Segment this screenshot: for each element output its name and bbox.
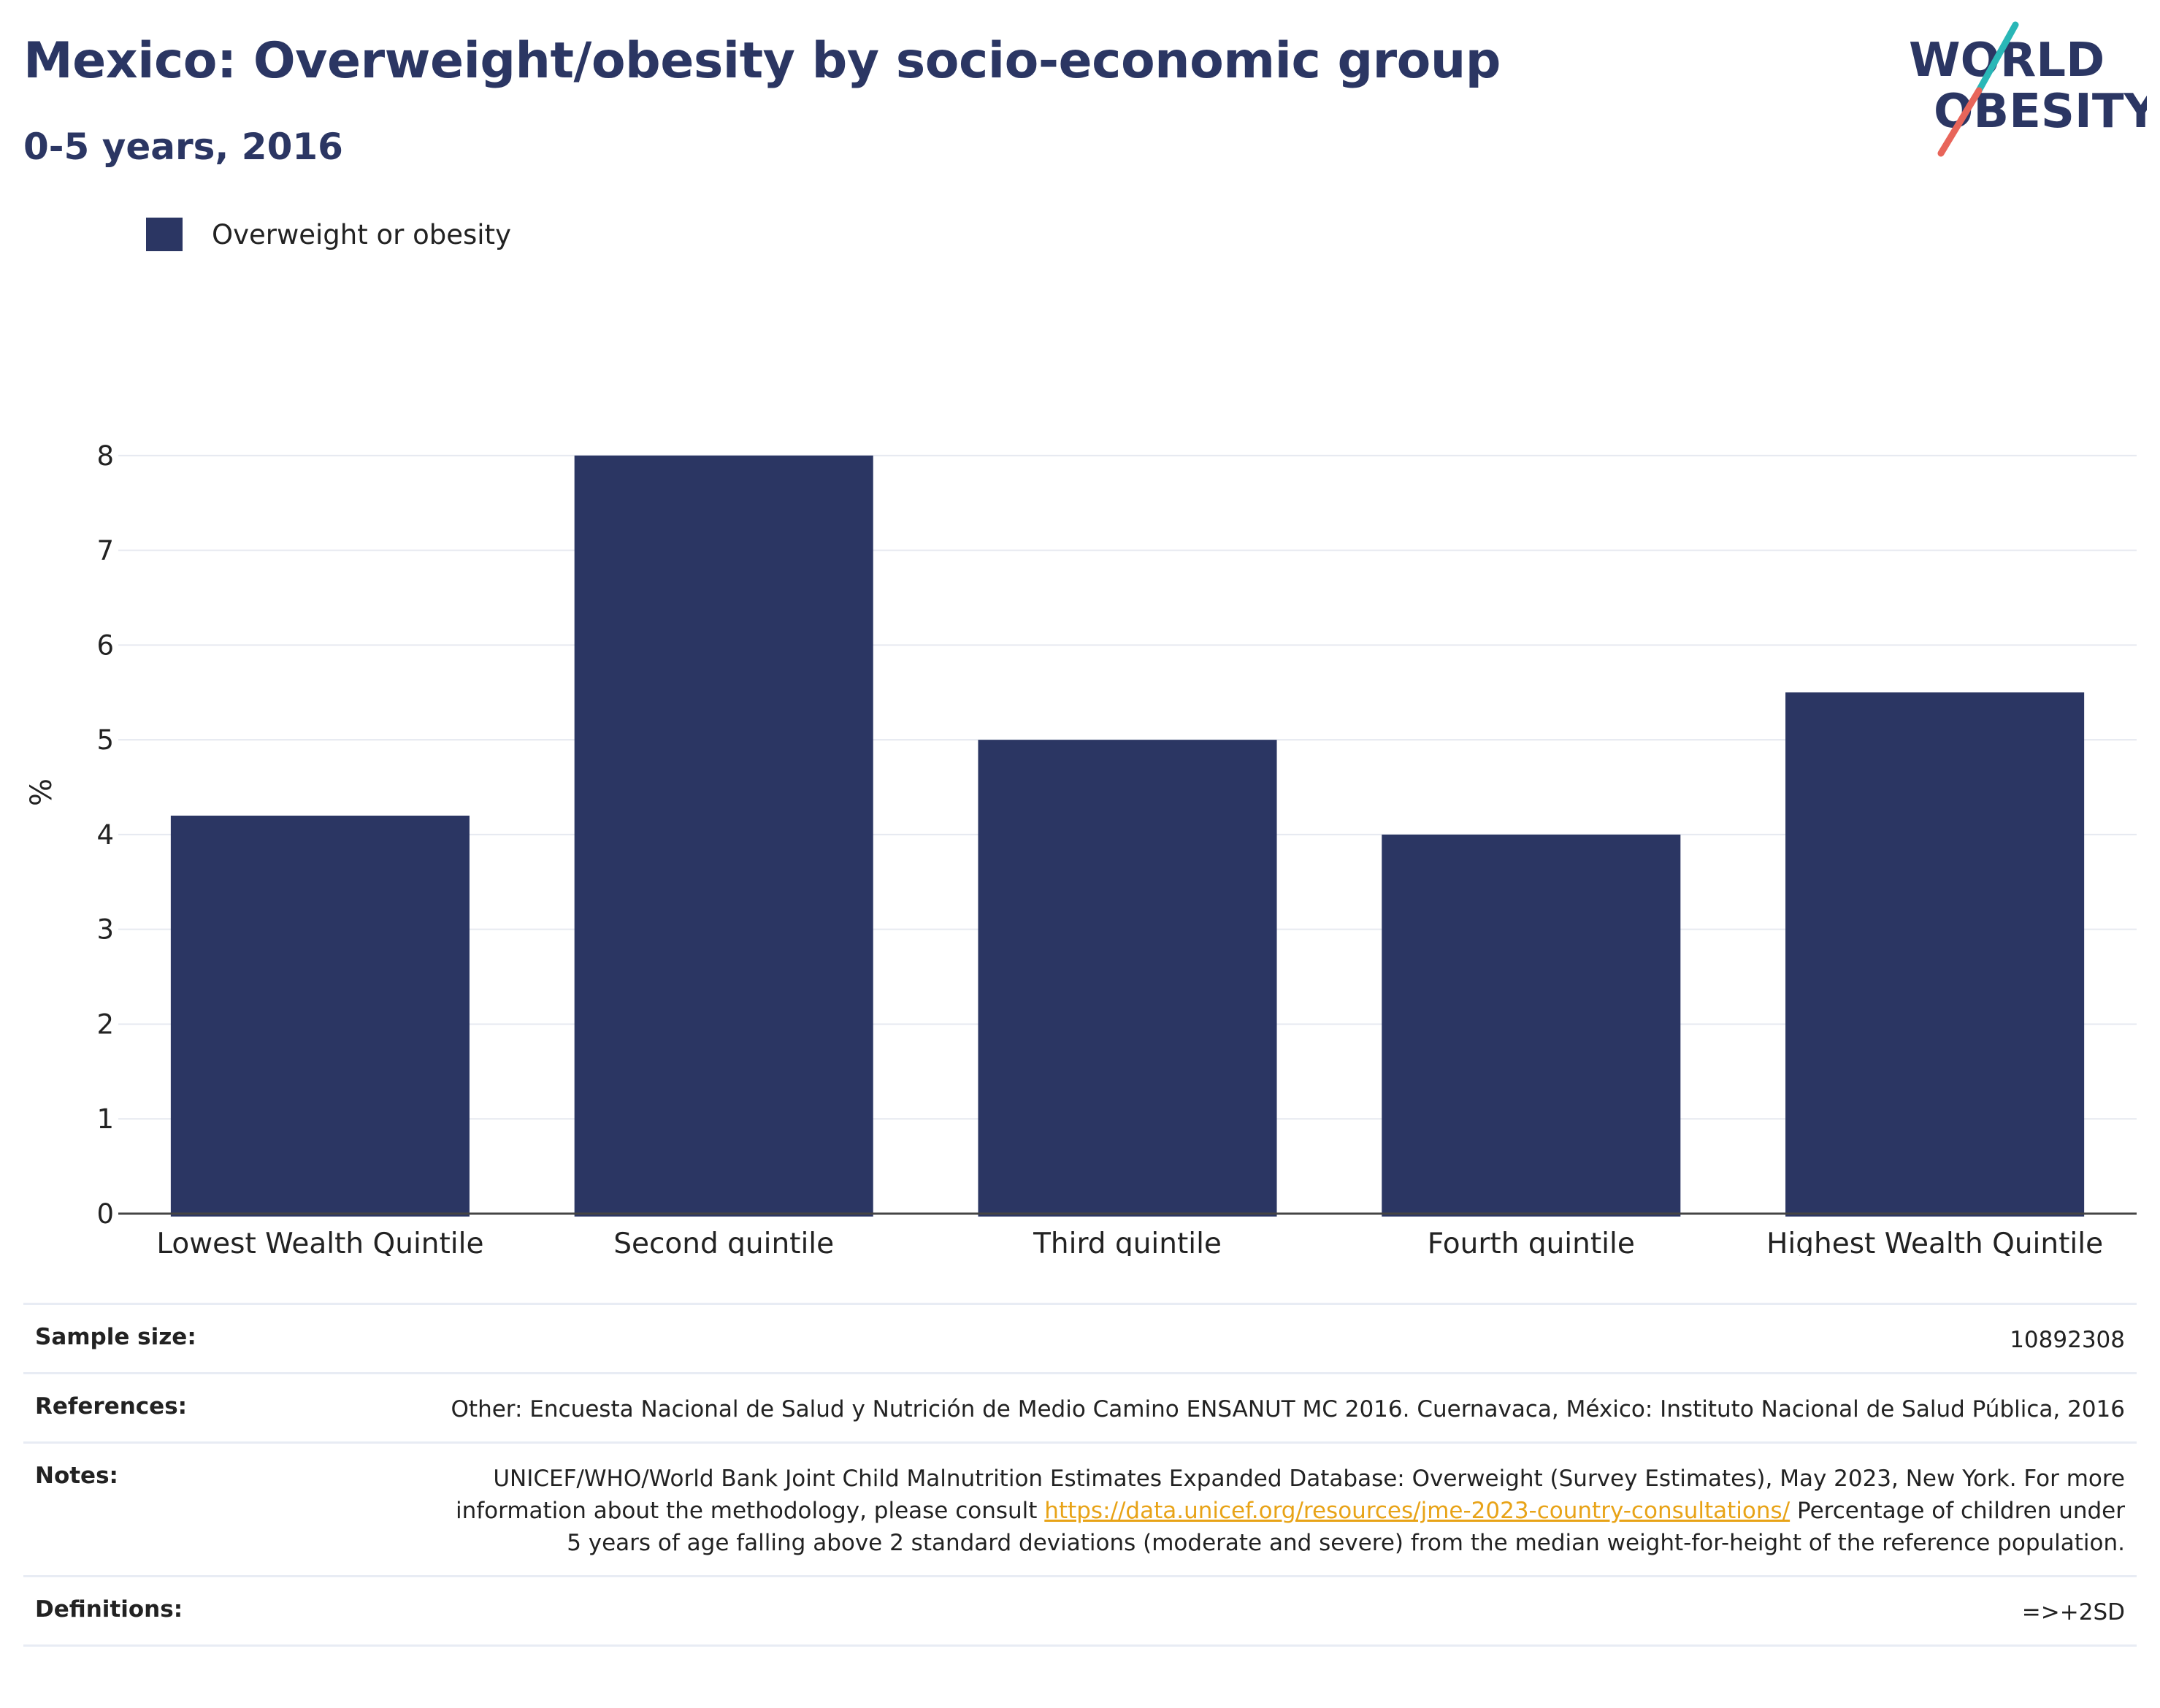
x-tick-label: Third quintile [1033, 1228, 1222, 1256]
y-tick-label: 4 [96, 819, 114, 851]
notes-label: Notes: [35, 1463, 118, 1489]
bars [170, 455, 2085, 1217]
bar[interactable] [1785, 692, 2085, 1217]
x-tick-label: Lowest Wealth Quintile [156, 1228, 483, 1256]
sample-size-label: Sample size: [35, 1324, 196, 1350]
definitions-row: Definitions: =>+2SD [23, 1575, 2137, 1647]
info-table: Sample size: 10892308 References: Other:… [23, 1303, 2137, 1647]
y-tick-label: 0 [96, 1198, 114, 1230]
y-tick-label: 6 [96, 629, 114, 661]
legend-swatch [146, 218, 183, 251]
y-tick-label: 2 [96, 1008, 114, 1040]
chart-legend[interactable]: Overweight or obesity [146, 218, 511, 251]
notes-text-after: Percentage of children under 5 years of … [567, 1498, 2125, 1556]
references-label: References: [35, 1393, 188, 1420]
methodology-link[interactable]: https://data.unicef.org/resources/jme-20… [1044, 1498, 1791, 1524]
sample-size-value: 10892308 [2010, 1327, 2125, 1353]
bar[interactable] [170, 815, 470, 1217]
definitions-value: =>+2SD [2021, 1599, 2125, 1625]
world-obesity-logo: WORLD OBESITY [1909, 21, 2147, 157]
y-axis-title: % [25, 778, 58, 806]
notes-row: Notes: UNICEF/WHO/World Bank Joint Child… [23, 1441, 2137, 1575]
y-tick-label: 1 [96, 1103, 114, 1135]
y-tick-label: 8 [96, 440, 114, 472]
bar[interactable] [1382, 834, 1681, 1217]
y-tick-label: 7 [96, 535, 114, 567]
x-tick-label: Highest Wealth Quintile [1766, 1228, 2103, 1256]
references-value: Other: Encuesta Nacional de Salud y Nutr… [451, 1396, 2125, 1422]
chart-subtitle: 0-5 years, 2016 [23, 126, 343, 168]
logo-slash-bottom [1937, 87, 1983, 157]
x-tick-label: Fourth quintile [1428, 1228, 1635, 1256]
bar-chart: 0 1 2 3 4 5 6 7 8 Lowest Wealth Quintile Second qu… [25, 440, 2137, 1256]
definitions-label: Definitions: [35, 1596, 183, 1623]
bar[interactable] [574, 455, 873, 1217]
y-tick-label: 3 [96, 914, 114, 946]
notes-value: UNICEF/WHO/World Bank Joint Child Malnut… [445, 1463, 2125, 1559]
references-row: References: Other: Encuesta Nacional de … [23, 1372, 2137, 1441]
logo-slash-top [1975, 21, 2019, 94]
legend-label: Overweight or obesity [212, 218, 511, 250]
y-tick-label: 5 [96, 724, 114, 756]
axes: 0 1 2 3 4 5 6 7 8 Lowest Wealth Quintile Second qu… [96, 440, 2137, 1256]
sample-size-row: Sample size: 10892308 [23, 1303, 2137, 1372]
bar[interactable] [978, 740, 1277, 1217]
notes-text-before: UNICEF/WHO/World Bank Joint Child Malnut… [455, 1466, 2125, 1524]
x-tick-label: Second quintile [613, 1228, 834, 1256]
chart-title: Mexico: Overweight/obesity by socio-econ… [23, 32, 1501, 90]
